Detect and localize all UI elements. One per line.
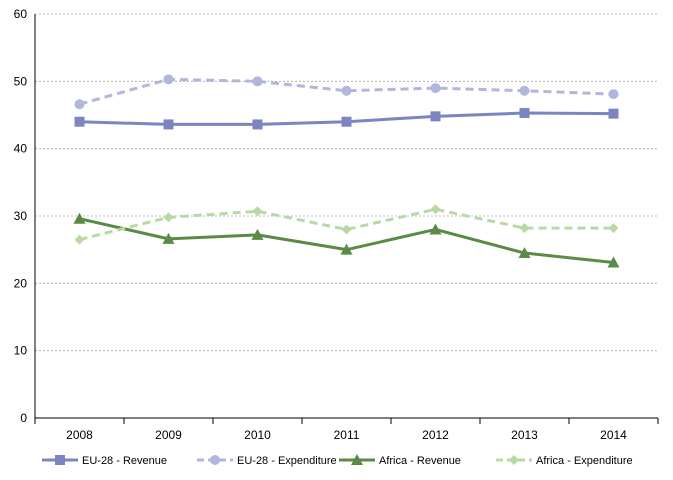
data-point — [341, 224, 352, 235]
legend: EU-28 - Revenue EU-28 - Expenditure Africa… — [42, 454, 633, 467]
x-tick-label: 2008 — [66, 428, 93, 442]
legend-item: Africa - Revenue — [339, 454, 461, 467]
data-point — [608, 223, 619, 234]
legend-marker — [351, 454, 363, 465]
data-point — [519, 85, 530, 96]
series-2 — [74, 74, 619, 110]
data-point — [430, 111, 441, 122]
data-point — [74, 99, 85, 110]
data-point — [608, 89, 619, 100]
legend-label: EU-28 - Expenditure — [237, 455, 337, 467]
data-point — [163, 119, 174, 130]
legend-item: Africa - Expenditure — [496, 455, 633, 467]
data-point — [430, 204, 441, 215]
legend-marker — [210, 455, 220, 465]
legend-label: Africa - Expenditure — [536, 455, 633, 467]
legend-marker — [55, 455, 65, 465]
data-point — [163, 212, 174, 223]
series-line — [79, 207, 614, 242]
data-point — [252, 119, 263, 130]
data-point — [163, 74, 174, 85]
data-point — [518, 247, 531, 259]
gridlines — [35, 13, 658, 352]
data-point — [429, 223, 442, 235]
data-point — [341, 85, 352, 96]
legend-item: EU-28 - Revenue — [42, 455, 167, 467]
series-lines — [73, 74, 620, 268]
x-tick-label: 2013 — [511, 428, 538, 442]
y-tick-label: 60 — [14, 7, 28, 21]
data-point — [252, 206, 263, 217]
x-tick-label: 2012 — [422, 428, 449, 442]
data-point — [519, 107, 530, 118]
series-4 — [74, 204, 619, 245]
y-tick-label: 0 — [20, 411, 27, 425]
data-point — [162, 232, 175, 244]
data-point — [74, 234, 85, 245]
legend-item: EU-28 - Expenditure — [197, 455, 337, 467]
legend-label: Africa - Revenue — [379, 455, 461, 467]
data-point — [341, 116, 352, 127]
data-point — [74, 116, 85, 127]
series-3 — [73, 212, 620, 268]
y-tick-label: 30 — [14, 209, 28, 223]
axes: 0 10 20 30 40 50 60 2008 2009 2010 2011 2012 2013 201… — [14, 7, 659, 442]
data-point — [340, 243, 353, 255]
data-point — [73, 212, 86, 224]
y-tick-label: 40 — [14, 142, 28, 156]
y-tick-label: 50 — [14, 74, 28, 88]
data-point — [608, 108, 619, 119]
data-point — [430, 83, 441, 94]
legend-marker — [509, 455, 519, 465]
y-tick-label: 10 — [14, 344, 28, 358]
x-tick-label: 2011 — [334, 428, 360, 442]
data-point — [251, 228, 264, 240]
y-tick-label: 20 — [14, 276, 28, 290]
legend-label: EU-28 - Revenue — [82, 455, 167, 467]
data-point — [519, 223, 530, 234]
data-point — [607, 256, 620, 268]
x-tick-label: 2010 — [244, 428, 271, 442]
series-1 — [74, 107, 619, 130]
data-point — [252, 76, 263, 87]
x-tick-label: 2009 — [155, 428, 182, 442]
x-tick-label: 2014 — [600, 428, 627, 442]
